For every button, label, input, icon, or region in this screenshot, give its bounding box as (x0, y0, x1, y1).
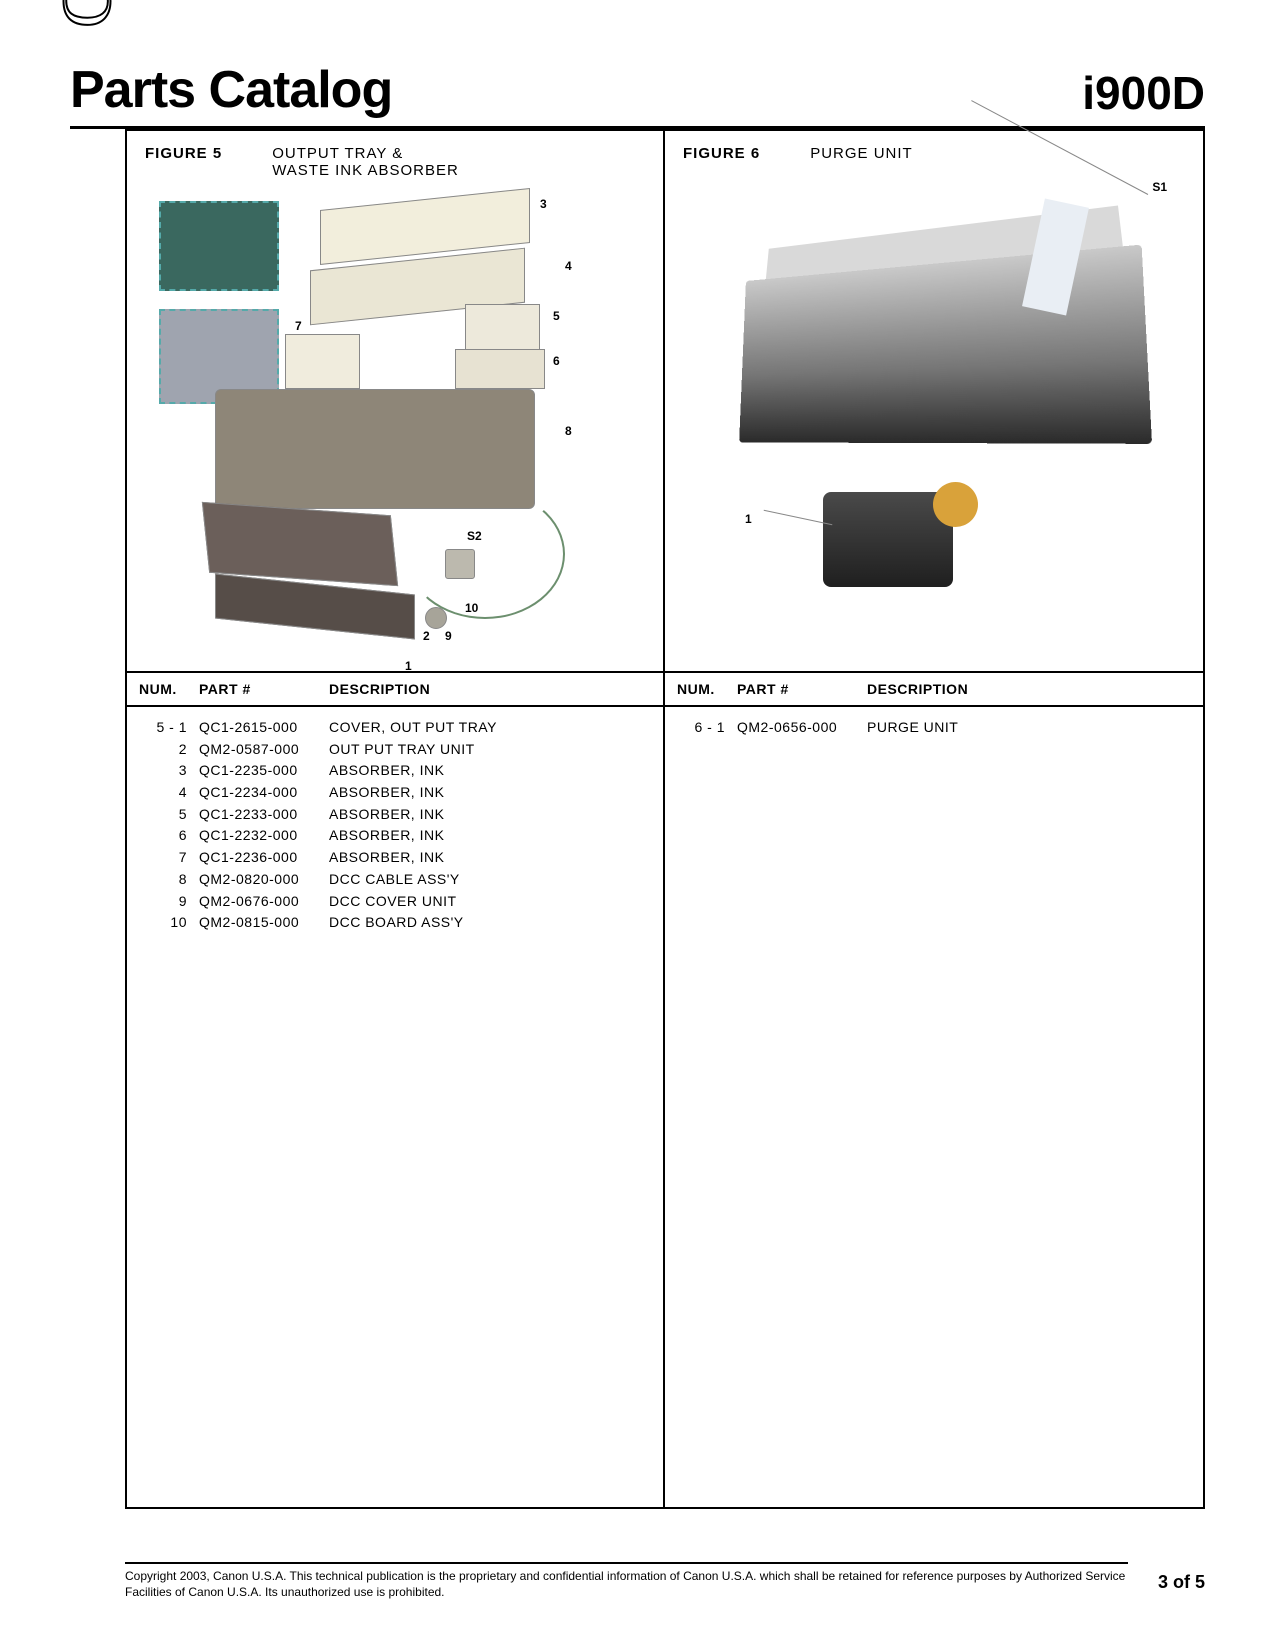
figure-5-column: FIGURE 5 OUTPUT TRAY & WASTE INK ABSORBE… (127, 131, 665, 1507)
catalog-title: Parts Catalog (70, 60, 392, 120)
cell-part: QC1-2232-000 (199, 825, 329, 847)
callout-s2: S2 (467, 529, 482, 543)
cell-num: 10 (139, 912, 199, 934)
table-row: 6QC1-2232-000ABSORBER, INK (139, 825, 651, 847)
cell-desc: DCC COVER UNIT (329, 891, 651, 913)
table-row: 5QC1-2233-000ABSORBER, INK (139, 804, 651, 826)
cell-num: 5 - 1 (139, 717, 199, 739)
page-number: 3 of 5 (1158, 1562, 1205, 1593)
callout-10: 10 (465, 601, 478, 615)
callout-1: 1 (405, 659, 412, 673)
cell-part: QC1-2615-000 (199, 717, 329, 739)
th-part-r: PART # (737, 681, 867, 697)
diagram-part-6 (455, 349, 545, 389)
cell-desc: ABSORBER, INK (329, 760, 651, 782)
diagram-inset-a (159, 201, 279, 291)
cell-num: 7 (139, 847, 199, 869)
diagram-small-1 (445, 549, 475, 579)
table-row: 10QM2-0815-000DCC BOARD ASS'Y (139, 912, 651, 934)
cell-desc: DCC CABLE ASS'Y (329, 869, 651, 891)
table-5-header: NUM. PART # DESCRIPTION (127, 671, 663, 707)
cell-part: QC1-2235-000 (199, 760, 329, 782)
diagram-cable (405, 489, 565, 619)
cell-desc: ABSORBER, INK (329, 782, 651, 804)
callout-9: 9 (445, 629, 452, 643)
figure-5-header: FIGURE 5 OUTPUT TRAY & WASTE INK ABSORBE… (145, 145, 645, 179)
figure-6-header: FIGURE 6 PURGE UNIT (683, 145, 1185, 162)
cell-part: QC1-2236-000 (199, 847, 329, 869)
th-part: PART # (199, 681, 329, 697)
figure-6-label: FIGURE 6 (683, 145, 760, 162)
table-row: 2QM2-0587-000OUT PUT TRAY UNIT (139, 739, 651, 761)
callout-2: 2 (423, 629, 430, 643)
cell-num: 3 (139, 760, 199, 782)
table-6-body: 6 - 1QM2-0656-000PURGE UNIT (665, 707, 1203, 1507)
callout-7: 7 (295, 319, 302, 333)
callout-6: 6 (553, 354, 560, 368)
table-6-header: NUM. PART # DESCRIPTION (665, 671, 1203, 707)
cell-num: 8 (139, 869, 199, 891)
figure-6-column: FIGURE 6 PURGE UNIT S1 1 NUM. PART # DES… (665, 131, 1203, 1507)
th-desc: DESCRIPTION (329, 681, 651, 697)
cell-part: QM2-0820-000 (199, 869, 329, 891)
model-number: i900D (1082, 66, 1205, 120)
copyright-text: Copyright 2003, Canon U.S.A. This techni… (125, 1562, 1128, 1600)
cell-desc: ABSORBER, INK (329, 847, 651, 869)
page-footer: Copyright 2003, Canon U.S.A. This techni… (125, 1562, 1205, 1600)
callout-4: 4 (565, 259, 572, 273)
table-5-body: 5 - 1QC1-2615-000COVER, OUT PUT TRAY2QM2… (127, 707, 663, 1507)
cell-num: 9 (139, 891, 199, 913)
figure-6-area: FIGURE 6 PURGE UNIT S1 1 (665, 131, 1203, 671)
cell-part: QM2-0676-000 (199, 891, 329, 913)
cell-num: 4 (139, 782, 199, 804)
cell-desc: COVER, OUT PUT TRAY (329, 717, 651, 739)
table-row: 8QM2-0820-000DCC CABLE ASS'Y (139, 869, 651, 891)
table-row: 3QC1-2235-000ABSORBER, INK (139, 760, 651, 782)
figure-5-area: FIGURE 5 OUTPUT TRAY & WASTE INK ABSORBE… (127, 131, 663, 671)
th-num: NUM. (139, 681, 199, 697)
cell-part: QM2-0815-000 (199, 912, 329, 934)
cell-desc: DCC BOARD ASS'Y (329, 912, 651, 934)
diagram-part-7 (285, 334, 360, 389)
callout-1r: 1 (745, 512, 752, 526)
cell-part: QC1-2233-000 (199, 804, 329, 826)
diagram-tray-upper (202, 502, 398, 586)
cell-num: 6 - 1 (677, 717, 737, 739)
cell-part: QM2-0587-000 (199, 739, 329, 761)
callout-5: 5 (553, 309, 560, 323)
cell-desc: PURGE UNIT (867, 717, 1191, 739)
figure-5-label: FIGURE 5 (145, 145, 222, 179)
diagram-purge-cap (933, 482, 978, 527)
figure-5-title: OUTPUT TRAY & WASTE INK ABSORBER (272, 145, 459, 179)
table-row: 6 - 1QM2-0656-000PURGE UNIT (677, 717, 1191, 739)
table-row: 9QM2-0676-000DCC COVER UNIT (139, 891, 651, 913)
callout-3: 3 (540, 197, 547, 211)
cell-part: QM2-0656-000 (737, 717, 867, 739)
table-row: 7QC1-2236-000ABSORBER, INK (139, 847, 651, 869)
cell-desc: ABSORBER, INK (329, 804, 651, 826)
figure-6-diagram: S1 1 (683, 172, 1185, 642)
th-num-r: NUM. (677, 681, 737, 697)
th-desc-r: DESCRIPTION (867, 681, 1191, 697)
cell-num: 2 (139, 739, 199, 761)
table-row: 4QC1-2234-000ABSORBER, INK (139, 782, 651, 804)
callout-s1: S1 (1152, 180, 1167, 194)
cell-num: 6 (139, 825, 199, 847)
callout-8: 8 (565, 424, 572, 438)
table-row: 5 - 1QC1-2615-000COVER, OUT PUT TRAY (139, 717, 651, 739)
figure-6-title: PURGE UNIT (810, 145, 913, 162)
figure-5-diagram: 3 4 5 6 7 8 S2 10 2 9 1 (145, 189, 645, 659)
cell-part: QC1-2234-000 (199, 782, 329, 804)
diagram-small-2 (425, 607, 447, 629)
cell-num: 5 (139, 804, 199, 826)
cell-desc: OUT PUT TRAY UNIT (329, 739, 651, 761)
cell-desc: ABSORBER, INK (329, 825, 651, 847)
content-frame: FIGURE 5 OUTPUT TRAY & WASTE INK ABSORBE… (125, 129, 1205, 1509)
page-header: Parts Catalog i900D (70, 60, 1205, 129)
